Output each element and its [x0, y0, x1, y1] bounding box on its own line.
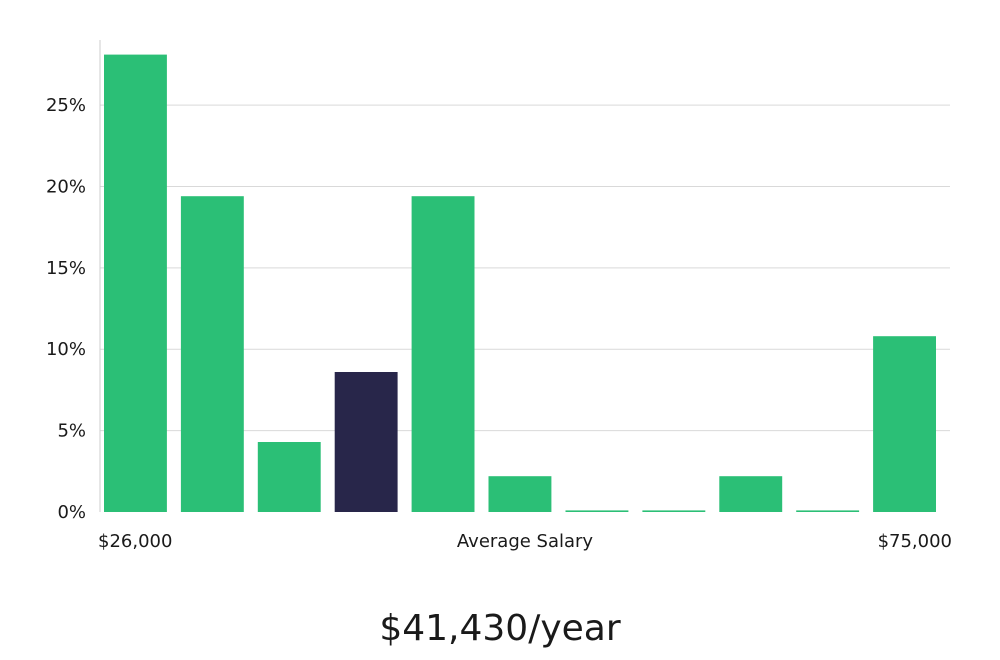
x-axis-title: Average Salary [457, 531, 594, 552]
average-salary-value: $41,430/year [379, 608, 621, 649]
histogram-bar [488, 476, 552, 512]
histogram-bar [873, 336, 936, 512]
y-tick-label: 15% [46, 258, 86, 279]
y-axis-ticks: 0% 5% 10% 15% 20% 25% [46, 95, 86, 523]
histogram-bar [719, 476, 783, 512]
y-tick-label: 10% [46, 339, 86, 360]
histogram-bar [642, 510, 706, 512]
y-tick-label: 25% [46, 95, 86, 116]
histogram-bar [257, 442, 321, 512]
histogram-bar [796, 510, 860, 512]
histogram-bar [565, 510, 629, 512]
y-tick-label: 20% [46, 176, 86, 197]
histogram-bar [411, 196, 475, 512]
histogram-bar-highlighted [334, 372, 398, 512]
y-tick-label: 5% [57, 421, 86, 442]
x-max-label: $75,000 [878, 531, 952, 552]
y-tick-label: 0% [57, 502, 86, 523]
histogram-bars [104, 54, 936, 512]
histogram-bar [104, 54, 167, 512]
x-min-label: $26,000 [98, 531, 172, 552]
histogram-bar [180, 196, 244, 512]
